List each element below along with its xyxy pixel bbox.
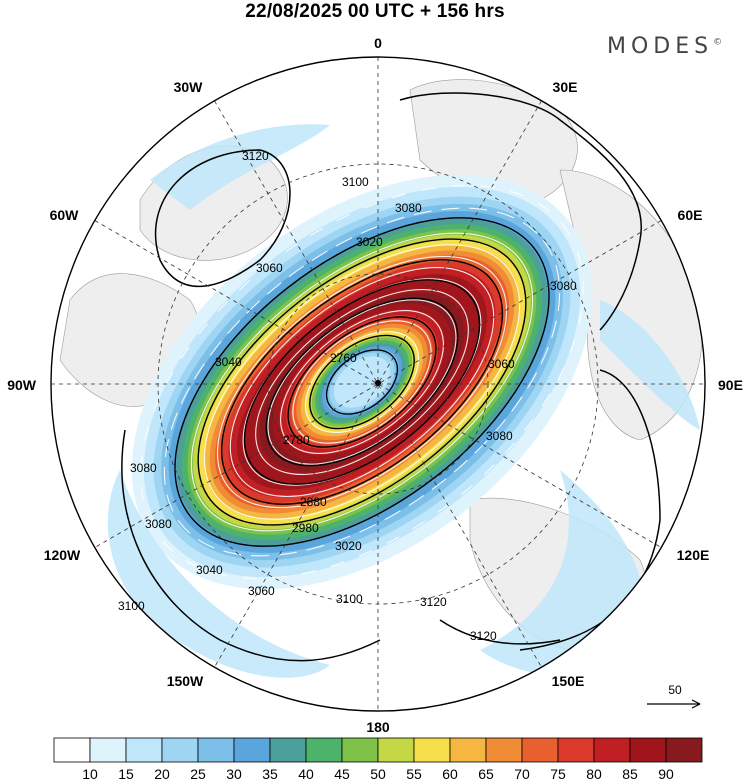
colorbar-tick-label: 15 (118, 766, 134, 782)
contour-label: 3120 (242, 149, 269, 163)
colorbar-tick-label: 75 (550, 766, 566, 782)
colorbar-tick-label: 40 (298, 766, 314, 782)
colorbar-swatch (593, 737, 631, 763)
wind-speed-shading (131, 174, 593, 590)
contour-label: 3060 (248, 584, 275, 598)
colorbar-tick-label: 85 (622, 766, 638, 782)
colorbar-tick-label: 90 (658, 766, 674, 782)
contour-label: 3100 (118, 599, 145, 613)
reference-vector: 50 (647, 683, 701, 709)
lon-label-60w: 60W (50, 207, 80, 223)
colorbar-swatch (233, 737, 271, 763)
graticule (51, 57, 705, 711)
colorbar-swatch (665, 737, 703, 763)
colorbar-swatch (161, 737, 199, 763)
contour-label: 3100 (342, 175, 369, 189)
contour-label: 3080 (486, 429, 513, 443)
lon-label-180: 180 (366, 719, 390, 735)
outer-contours (121, 92, 661, 662)
contour-label: 3100 (336, 592, 363, 606)
colorbar-swatch (341, 737, 379, 763)
colorbar-swatch (521, 737, 559, 763)
lon-label-150w: 150W (167, 673, 204, 689)
colorbar-tick-label: 55 (406, 766, 422, 782)
reference-vector-label: 50 (668, 683, 682, 697)
longitude-labels: 0 30E 60E 90E 120E 150E 180 150W 120W 90… (7, 35, 743, 735)
colorbar-swatch (269, 737, 307, 763)
colorbar-swatches (53, 737, 703, 763)
contour-label: 2880 (300, 495, 327, 509)
colorbar-swatch (413, 737, 451, 763)
contour-label-group: 3120 3100 3080 3060 3040 3020 3080 2760 … (118, 149, 577, 643)
lon-label-90e: 90E (718, 377, 743, 393)
colorbar-swatch (485, 737, 523, 763)
map-boundary (50, 56, 706, 712)
contour-label: 3040 (215, 355, 242, 369)
contour-label: 3060 (256, 261, 283, 275)
contour-label: 3080 (395, 201, 422, 215)
lon-label-0: 0 (374, 35, 382, 51)
contour-label: 2780 (283, 433, 310, 447)
contour-label: 2980 (292, 521, 319, 535)
colorbar-swatch (629, 737, 667, 763)
north-pole-marker (375, 380, 381, 386)
lon-label-150e: 150E (552, 673, 585, 689)
brand-logo: MODES© (607, 34, 723, 59)
colorbar-tick-label: 25 (190, 766, 206, 782)
colorbar-tick-label: 45 (334, 766, 350, 782)
lon-label-90w: 90W (7, 377, 37, 393)
contour-label: 3040 (196, 563, 223, 577)
lon-label-120e: 120E (677, 547, 710, 563)
lon-label-120w: 120W (44, 547, 81, 563)
colorbar-tick-label: 20 (154, 766, 170, 782)
contour-label: 3060 (488, 357, 515, 371)
colorbar-tick-label: 10 (82, 766, 98, 782)
contour-label: 3020 (356, 235, 383, 249)
contour-label: 2760 (330, 351, 357, 365)
lon-label-60e: 60E (678, 207, 703, 223)
colorbar-swatch (53, 737, 91, 763)
colorbar-tick-label: 35 (262, 766, 278, 782)
contour-label: 3080 (145, 517, 172, 531)
contour-label: 3120 (420, 595, 447, 609)
colorbar-swatch (557, 737, 595, 763)
colorbar-swatch (89, 737, 127, 763)
colorbar-tick-label: 50 (370, 766, 386, 782)
colorbar-swatch (449, 737, 487, 763)
colorbar-ticks: 10 15 20 25 30 35 40 45 50 55 60 65 70 75 80 85 90 (82, 766, 674, 782)
contour-label: 3080 (550, 279, 577, 293)
colorbar-tick-label: 70 (514, 766, 530, 782)
colorbar-swatch (377, 737, 415, 763)
colorbar-tick-label: 30 (226, 766, 242, 782)
lon-label-30w: 30W (174, 79, 204, 95)
colorbar-tick-label: 65 (478, 766, 494, 782)
colorbar-swatch (305, 737, 343, 763)
contour-label: 3120 (470, 629, 497, 643)
colorbar-tick-label: 60 (442, 766, 458, 782)
colorbar-swatch (125, 737, 163, 763)
colorbar-tick-label: 80 (586, 766, 602, 782)
colorbar-swatch (197, 737, 235, 763)
lon-label-30e: 30E (553, 79, 578, 95)
contour-label: 3020 (335, 539, 362, 553)
chart-title: 22/08/2025 00 UTC + 156 hrs (245, 1, 505, 22)
contour-label: 3080 (130, 461, 157, 475)
height-contours (174, 217, 550, 547)
